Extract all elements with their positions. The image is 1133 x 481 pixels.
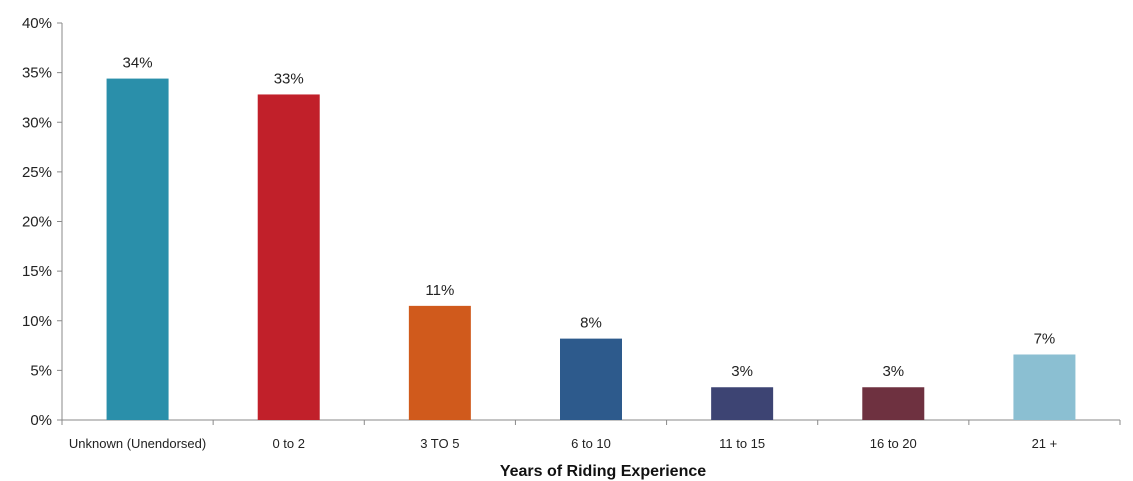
x-axis-title: Years of Riding Experience <box>500 463 706 480</box>
bar <box>560 338 622 420</box>
y-tick-label: 40% <box>22 15 52 32</box>
y-axis: 0% 5% 10% 15% 20% 25% 30% 35% 40% <box>22 15 63 429</box>
data-label: 34% <box>123 55 153 72</box>
data-label: 8% <box>580 315 602 332</box>
bar <box>106 78 169 420</box>
x-tick-label: Unknown (Unendorsed) <box>69 436 206 451</box>
data-label: 3% <box>882 363 904 380</box>
x-tick-label: 21 + <box>1032 436 1058 451</box>
y-tick-label: 5% <box>30 362 52 379</box>
y-tick-label: 20% <box>22 214 52 231</box>
bar <box>408 305 471 420</box>
bar <box>1013 354 1076 420</box>
y-tick-label: 30% <box>22 114 52 131</box>
data-labels: 34% 33% 11% 8% 3% 3% 7% <box>123 55 1056 381</box>
x-axis: Unknown (Unendorsed) 0 to 2 3 TO 5 6 to 10 1… <box>61 419 1121 451</box>
data-label: 3% <box>731 363 753 380</box>
x-tick-label: 6 to 10 <box>571 436 611 451</box>
y-tick-label: 10% <box>22 313 52 330</box>
y-tick-label: 25% <box>22 164 52 181</box>
x-tick-label: 16 to 20 <box>870 436 917 451</box>
y-tick-label: 35% <box>22 65 52 82</box>
bar <box>711 387 774 420</box>
x-tick-label: 0 to 2 <box>272 436 305 451</box>
data-label: 11% <box>425 282 454 299</box>
data-label: 7% <box>1034 330 1056 347</box>
x-tick-label: 3 TO 5 <box>420 436 459 451</box>
data-label: 33% <box>274 70 304 87</box>
y-tick-label: 15% <box>22 263 52 280</box>
bar <box>862 387 925 420</box>
bars <box>106 78 1076 421</box>
y-tick-label: 0% <box>30 412 52 429</box>
bar <box>257 94 320 421</box>
x-tick-label: 11 to 15 <box>719 436 765 451</box>
